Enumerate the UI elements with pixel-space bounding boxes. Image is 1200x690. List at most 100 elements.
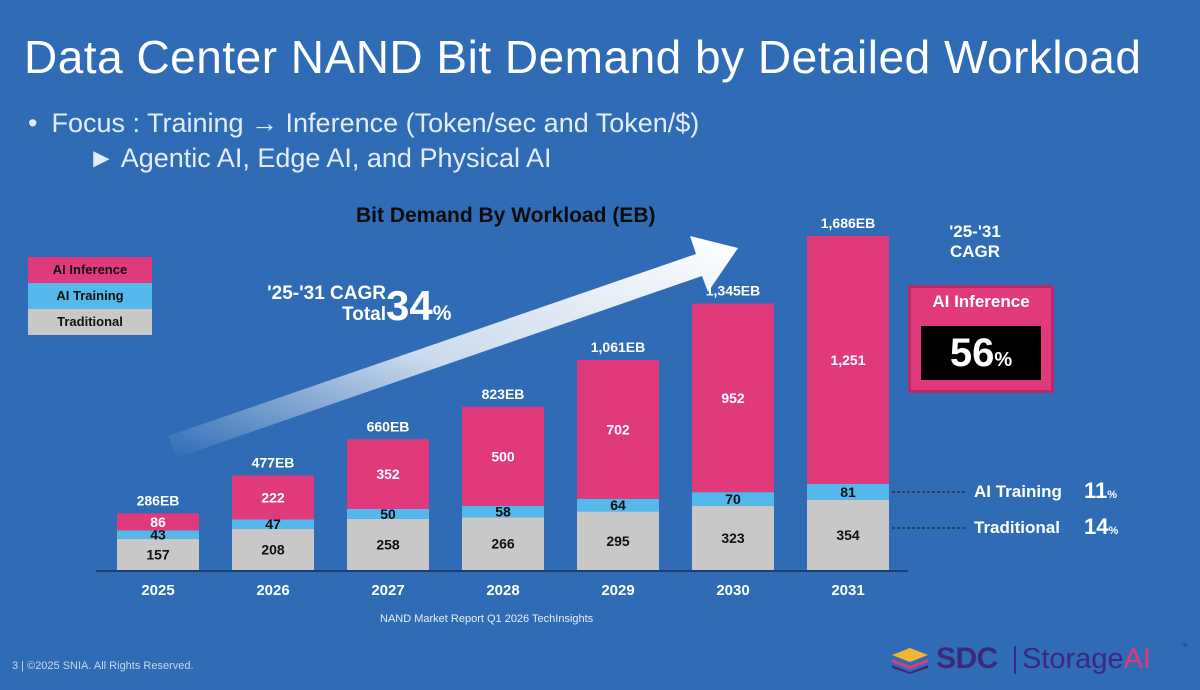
- value-label-traditional-2025: 157: [146, 546, 170, 562]
- bar-ai-inference-2029: [577, 359, 659, 499]
- value-label-ai-inference-2028: 500: [491, 448, 515, 464]
- traditional-cagr-value: 14%: [1084, 514, 1118, 540]
- layers-icon: [892, 648, 928, 674]
- legend-traditional: Traditional: [28, 309, 152, 335]
- cagr-total-value: 34%: [386, 283, 451, 337]
- value-label-traditional-2029: 295: [606, 533, 630, 549]
- cagr-box-heading-line2: CAGR: [949, 242, 1001, 261]
- bar-traditional-2025: [117, 538, 199, 570]
- slide-title: Data Center NAND Bit Demand by Detailed …: [24, 31, 1142, 83]
- legend: AI Inference AI Training Traditional: [28, 257, 152, 335]
- x-tick-label-2028: 2028: [486, 582, 519, 599]
- inference-cagr-value: 56%: [950, 331, 1012, 375]
- value-label-ai-training-2026: 47: [265, 516, 281, 532]
- bar-ai-training-2027: [347, 508, 429, 519]
- bullet-agentic: ► Agentic AI, Edge AI, and Physical AI: [88, 143, 552, 173]
- x-tick-label-2025: 2025: [141, 582, 174, 599]
- bullet-dot: •: [28, 108, 38, 138]
- logo-storage-suffix: AI: [1123, 643, 1151, 675]
- value-label-traditional-2031: 354: [836, 527, 860, 543]
- cagr-total-callout: '25-'31 CAGR Total 34%: [228, 283, 478, 333]
- bar-ai-training-2026: [232, 519, 314, 529]
- cagr-box-heading: '25-'31 CAGR: [915, 222, 1035, 262]
- bar-traditional-2028: [462, 517, 544, 570]
- cagr-total-label: '25-'31 CAGR Total: [267, 283, 386, 325]
- x-tick-label-2030: 2030: [716, 582, 749, 599]
- value-label-traditional-2026: 208: [261, 541, 285, 557]
- trend-arrow-icon: [168, 236, 738, 458]
- bar-ai-training-2030: [692, 492, 774, 507]
- logo-trademark: ™: [1180, 642, 1188, 651]
- value-label-traditional-2028: 266: [491, 536, 515, 552]
- value-label-ai-training-2030: 70: [725, 491, 741, 507]
- training-cagr-value: 11%: [1084, 478, 1117, 504]
- logo-sdc-text: SDC: [936, 642, 998, 675]
- value-label-traditional-2030: 323: [721, 530, 745, 546]
- total-label-2025: 286EB: [137, 492, 180, 508]
- logo-storage-text: StorageAI: [1022, 643, 1151, 676]
- total-label-2031: 1,686EB: [821, 215, 875, 231]
- x-tick-label-2029: 2029: [601, 582, 634, 599]
- bullet-focus: • Focus : Training → Inference (Token/sec…: [28, 108, 699, 139]
- bar-ai-inference-2030: [692, 303, 774, 493]
- traditional-cagr-number: 14: [1084, 514, 1109, 539]
- bar-traditional-2030: [692, 506, 774, 570]
- total-label-2029: 1,061EB: [591, 339, 645, 355]
- value-label-ai-inference-2026: 222: [261, 489, 285, 505]
- bar-ai-inference-2025: [117, 513, 199, 531]
- cagr-total-percent: %: [432, 302, 452, 325]
- bar-ai-inference-2026: [232, 475, 314, 520]
- value-label-ai-training-2031: 81: [840, 484, 856, 500]
- inference-cagr-panel: 56%: [921, 326, 1041, 380]
- inference-cagr-box: AI Inference 56%: [908, 285, 1054, 393]
- traditional-cagr-percent: %: [1108, 525, 1119, 537]
- value-label-ai-inference-2030: 952: [721, 390, 745, 406]
- value-label-ai-inference-2027: 352: [376, 466, 400, 482]
- footer-copyright: 3 | ©2025 SNIA. All Rights Reserved.: [12, 660, 194, 672]
- training-cagr-percent: %: [1107, 489, 1118, 501]
- bullet-focus-text: Focus : Training → Inference (Token/sec …: [51, 108, 700, 138]
- total-label-2028: 823EB: [482, 386, 525, 402]
- x-tick-label-2031: 2031: [831, 582, 864, 599]
- bar-ai-training-2025: [117, 530, 199, 539]
- cagr-total-label-line1: '25-'31 CAGR: [267, 283, 386, 304]
- bar-ai-training-2031: [807, 483, 889, 500]
- bar-ai-training-2029: [577, 498, 659, 512]
- logo-divider: [1014, 646, 1016, 674]
- total-label-2030: 1,345EB: [706, 283, 760, 299]
- inference-cagr-label: AI Inference: [932, 292, 1030, 311]
- training-cagr-number: 11: [1084, 478, 1108, 503]
- legend-ai-inference: AI Inference: [28, 257, 152, 283]
- value-label-ai-training-2029: 64: [610, 497, 626, 513]
- bar-traditional-2027: [347, 518, 429, 570]
- total-label-2026: 477EB: [252, 455, 295, 471]
- chart-title: Bit Demand By Workload (EB): [356, 204, 656, 227]
- bar-traditional-2031: [807, 499, 889, 570]
- bar-ai-training-2028: [462, 505, 544, 518]
- sdc-storageai-logo: SDC StorageAI ™: [890, 640, 1190, 680]
- traditional-cagr-label: Traditional: [974, 518, 1060, 537]
- legend-ai-training: AI Training: [28, 283, 152, 309]
- value-label-ai-inference-2029: 702: [606, 421, 630, 437]
- cagr-total-label-line2: Total: [342, 304, 386, 325]
- bar-ai-inference-2031: [807, 236, 889, 484]
- value-label-ai-inference-2031: 1,251: [830, 352, 865, 368]
- source-note: NAND Market Report Q1 2026 TechInsights: [380, 613, 594, 625]
- value-label-traditional-2027: 258: [376, 536, 400, 552]
- value-label-ai-training-2027: 50: [380, 506, 396, 522]
- x-tick-label-2026: 2026: [256, 582, 289, 599]
- value-label-ai-training-2028: 58: [495, 504, 511, 520]
- inference-cagr-number: 56: [949, 331, 995, 375]
- value-label-ai-training-2025: 43: [150, 527, 166, 543]
- inference-cagr-percent: %: [994, 349, 1013, 371]
- bar-traditional-2026: [232, 528, 314, 570]
- logo-storage-prefix: Storage: [1022, 643, 1124, 675]
- value-label-ai-inference-2025: 86: [150, 514, 166, 530]
- bar-traditional-2029: [577, 511, 659, 570]
- x-tick-label-2027: 2027: [371, 582, 404, 599]
- bar-ai-inference-2027: [347, 439, 429, 509]
- bar-ai-inference-2028: [462, 406, 544, 506]
- cagr-total-number: 34: [386, 282, 433, 329]
